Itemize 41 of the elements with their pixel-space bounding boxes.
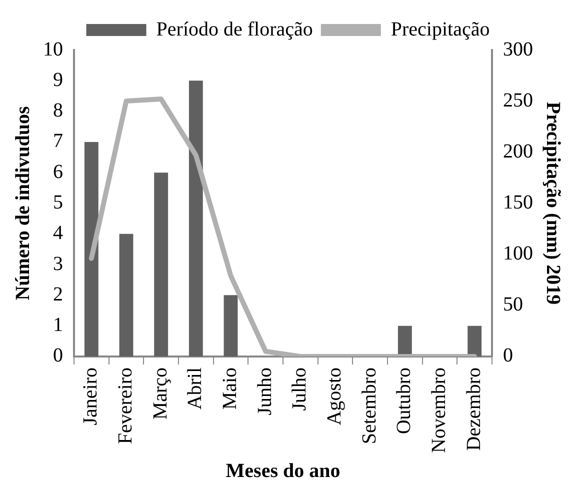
y-tick-label: 3 [53, 252, 63, 275]
x-tick-label: Junho [254, 367, 276, 416]
bar [154, 172, 168, 356]
x-tick-label: Julho [288, 367, 311, 411]
bar [188, 80, 203, 356]
x-tick-label: Dezembro [462, 367, 485, 451]
y-tick-label: 8 [53, 100, 63, 122]
y-tick-label: 10 [43, 38, 63, 60]
bar [119, 234, 134, 356]
y-tick-label: 2 [53, 283, 63, 306]
y2-tick-label: 250 [503, 89, 533, 112]
y-axis-title: Número de indivuduos [12, 106, 34, 300]
y2-axis-title: Precipitação (mm) 2019 [542, 102, 564, 305]
y-tick-label: 9 [53, 68, 63, 91]
y2-tick-label: 100 [503, 242, 533, 265]
x-tick-label: Abril [184, 367, 206, 410]
bar [224, 295, 238, 356]
y-tick-label: 4 [53, 222, 63, 244]
x-tick-label: Outubro [393, 367, 416, 434]
legend-label: Período de floração [156, 18, 313, 40]
x-tick-label: Setembro [358, 367, 380, 444]
x-tick-label: Novembro [428, 367, 450, 454]
y2-tick-label: 300 [503, 38, 533, 60]
y-tick-label: 5 [53, 191, 63, 214]
y2-tick-label: 50 [503, 294, 523, 316]
y2-tick-label: 150 [503, 191, 533, 214]
legend-label: Precipitação [390, 18, 490, 40]
y2-tick-label: 0 [503, 344, 513, 367]
x-tick-label: Março [149, 367, 172, 420]
bar [84, 142, 98, 356]
bar [468, 326, 482, 356]
y2-tick-label: 200 [503, 140, 533, 162]
x-tick-label: Maio [219, 367, 241, 410]
x-tick-label: Janeiro [80, 367, 102, 426]
x-axis-title: Meses do ano [226, 460, 340, 482]
y-tick-label: 7 [53, 130, 63, 152]
y-tick-label: 1 [53, 314, 63, 336]
y-tick-label: 0 [53, 344, 63, 367]
y-tick-label: 6 [53, 160, 63, 183]
x-tick-label: Agosto [324, 367, 346, 426]
x-tick-label: Fevereiro [114, 367, 136, 444]
